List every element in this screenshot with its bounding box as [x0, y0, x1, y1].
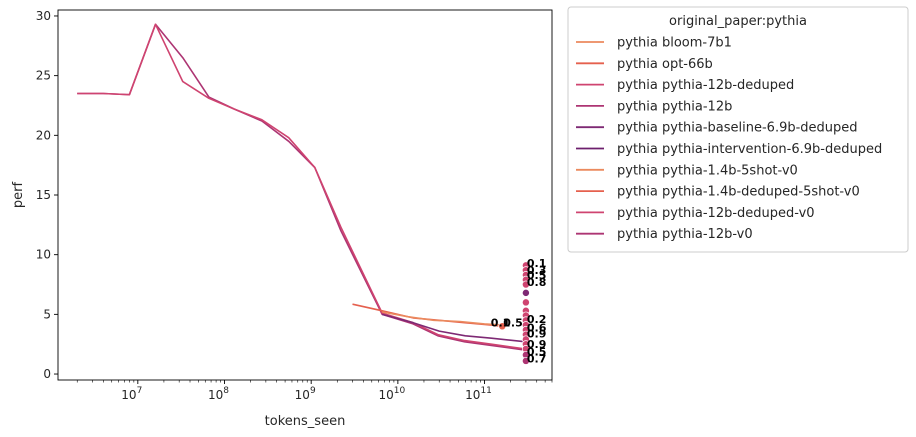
- legend-entry-0: pythia bloom-7b1: [617, 36, 732, 51]
- data-point-4: [521, 280, 530, 289]
- y-tick-label-4: 20: [36, 128, 51, 142]
- x-axis-label: tokens_seen: [265, 414, 346, 429]
- point-label-10: 0.5: [527, 345, 547, 358]
- x-tick-exponent-2: 9: [310, 386, 316, 396]
- legend-entry-4: pythia pythia-baseline-6.9b-deduped: [617, 121, 858, 136]
- legend-title: original_paper:pythia: [669, 14, 807, 29]
- y-tick-label-0: 0: [43, 367, 51, 381]
- y-tick-label-3: 15: [36, 188, 51, 202]
- x-tick-exponent-1: 8: [223, 386, 229, 396]
- legend-entry-7: pythia pythia-1.4b-deduped-5shot-v0: [617, 185, 860, 200]
- data-point-17: [521, 356, 530, 365]
- point-label-7: 0.6: [527, 321, 547, 334]
- y-tick-label-5: 25: [36, 69, 51, 83]
- y-axis-label: perf: [11, 181, 26, 208]
- legend-entry-6: pythia pythia-1.4b-5shot-v0: [617, 163, 798, 178]
- y-tick-label-2: 10: [36, 248, 51, 262]
- y-tick-label-6: 30: [36, 9, 51, 23]
- point-label-0: 0.1: [527, 257, 547, 270]
- x-tick-label-2: 109: [295, 386, 316, 402]
- x-tick-exponent-4: 11: [480, 386, 491, 396]
- point-label-8: 0.9: [527, 327, 547, 340]
- series-line-0: [77, 23, 527, 351]
- series-group: [77, 23, 527, 351]
- legend-entry-3: pythia pythia-12b: [617, 99, 732, 114]
- legend-entry-1: pythia opt-66b: [617, 57, 713, 72]
- data-point-6: [521, 298, 530, 307]
- point-label-3: 0.8: [527, 276, 547, 289]
- series-line-4: [381, 313, 526, 343]
- x-tick-label-3: 1010: [378, 386, 405, 402]
- data-point-18: [498, 322, 507, 331]
- series-line-3: [382, 311, 505, 326]
- x-tick-label-4: 1011: [465, 386, 492, 402]
- point-label-9: 0.9: [527, 338, 547, 351]
- plot-area: 0.10.30.50.80.20.10.5 0.60.90.90.50.7: [77, 23, 547, 366]
- x-tick-label-0: 107: [121, 386, 142, 402]
- x-tick-exponent-3: 10: [394, 386, 406, 396]
- legend-entry-5: pythia pythia-intervention-6.9b-deduped: [617, 142, 882, 157]
- x-tick-exponent-0: 7: [137, 386, 143, 396]
- series-line-1: [77, 23, 527, 350]
- legend-entry-9: pythia pythia-12b-v0: [617, 227, 753, 242]
- point-label-2: 0.5: [527, 269, 547, 282]
- point-label-6: 0.5: [503, 317, 523, 330]
- legend-box: [567, 6, 909, 253]
- point-label-1: 0.3: [527, 264, 547, 277]
- x-tick-label-1: 108: [208, 386, 229, 402]
- legend-entry-2: pythia pythia-12b-deduped: [617, 78, 794, 93]
- data-point-5: [521, 288, 530, 297]
- legend-entry-8: pythia pythia-12b-deduped-v0: [617, 206, 815, 221]
- point-label-5: 0.1: [491, 317, 511, 330]
- point-label-11: 0.7: [527, 353, 547, 366]
- y-tick-label-1: 5: [43, 307, 51, 321]
- point-label-4: 0.2: [527, 313, 547, 326]
